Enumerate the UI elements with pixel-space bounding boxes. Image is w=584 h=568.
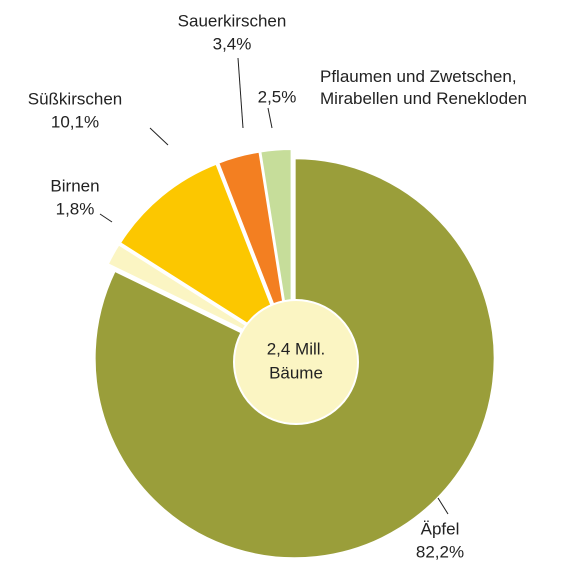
pie-slice	[106, 243, 289, 353]
leader-line	[267, 107, 273, 129]
center-label: Bäume	[269, 363, 323, 382]
value-label: 2,5%	[258, 87, 297, 106]
slice-label: Süßkirschen	[28, 89, 122, 108]
center-circle	[233, 299, 359, 425]
value-label: 1,8%	[56, 199, 95, 218]
value-label: 10,1%	[51, 112, 99, 131]
value-label: 3,4%	[213, 34, 252, 53]
value-label: 82,2%	[416, 542, 464, 561]
leader-line	[99, 213, 113, 223]
center-label: 2,4 Mill.	[267, 339, 326, 358]
leader-line	[237, 57, 244, 129]
pie-slice	[118, 162, 291, 353]
leader-line	[437, 497, 449, 515]
slice-label: Äpfel	[421, 519, 460, 538]
slice-label: Pflaumen und Zwetschen, Mirabellen und Re…	[320, 67, 527, 108]
slice-label: Birnen	[50, 176, 99, 195]
pie-slice	[259, 148, 293, 350]
slice-label: Sauerkirschen	[178, 11, 287, 30]
leader-line	[149, 127, 169, 146]
